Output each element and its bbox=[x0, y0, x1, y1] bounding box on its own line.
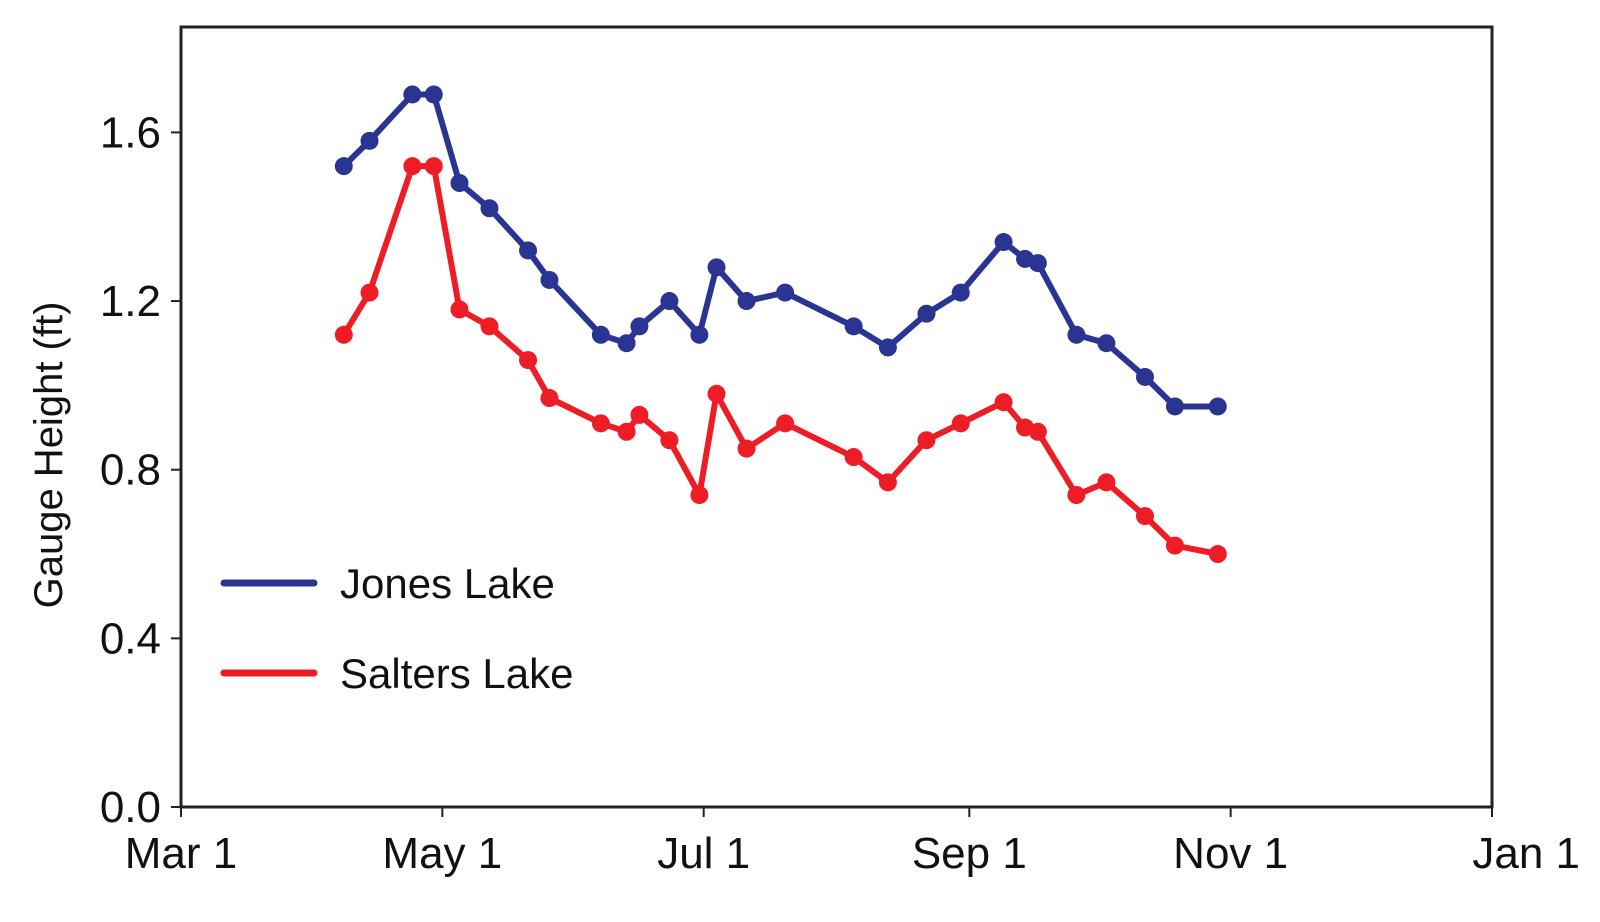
data-point bbox=[519, 241, 538, 260]
data-point bbox=[737, 439, 756, 458]
data-point bbox=[630, 405, 649, 424]
series-layer bbox=[334, 85, 1227, 564]
data-point bbox=[334, 325, 353, 344]
y-axis-title: Gauge Height (ft) bbox=[27, 302, 71, 609]
data-point bbox=[707, 258, 726, 277]
data-point bbox=[1208, 397, 1227, 416]
data-point bbox=[1165, 536, 1184, 555]
data-point bbox=[1028, 422, 1047, 441]
data-point bbox=[480, 199, 499, 218]
x-tick-label: Jan 1 bbox=[1472, 829, 1580, 878]
x-tick-label: Sep 1 bbox=[912, 829, 1027, 878]
data-point bbox=[519, 351, 538, 370]
data-point bbox=[878, 473, 897, 492]
x-tick-label: Mar 1 bbox=[125, 829, 237, 878]
data-point bbox=[878, 338, 897, 357]
y-tick-label: 1.2 bbox=[100, 277, 161, 326]
y-tick-label: 0.4 bbox=[100, 614, 161, 663]
data-point bbox=[403, 157, 422, 176]
data-point bbox=[1208, 545, 1227, 564]
data-point bbox=[737, 292, 756, 311]
data-point bbox=[844, 317, 863, 336]
data-point bbox=[776, 283, 795, 302]
data-point bbox=[1135, 507, 1154, 526]
plot-frame bbox=[179, 25, 1494, 809]
series-line bbox=[340, 163, 1221, 557]
data-point bbox=[617, 334, 636, 353]
data-point bbox=[951, 283, 970, 302]
data-point bbox=[617, 422, 636, 441]
data-point bbox=[707, 384, 726, 403]
data-point bbox=[591, 414, 610, 433]
data-point bbox=[776, 414, 795, 433]
data-point bbox=[424, 85, 443, 104]
data-point bbox=[591, 325, 610, 344]
data-point bbox=[1097, 473, 1116, 492]
data-point bbox=[660, 431, 679, 450]
data-point bbox=[917, 431, 936, 450]
data-point bbox=[1165, 397, 1184, 416]
data-point bbox=[844, 448, 863, 467]
x-tick-label: Jul 1 bbox=[657, 829, 750, 878]
legend-label: Jones Lake bbox=[340, 560, 555, 607]
data-point bbox=[1097, 334, 1116, 353]
y-tick-label: 1.6 bbox=[100, 108, 161, 157]
y-axis-ticks: 0.0 0.4 0.8 1.2 1.6 bbox=[100, 108, 181, 832]
x-axis-ticks: Mar 1 May 1 Jul 1 Sep 1 Nov 1 Jan 1 bbox=[125, 807, 1580, 878]
data-point bbox=[660, 292, 679, 311]
x-tick-label: Nov 1 bbox=[1173, 829, 1288, 878]
x-tick-label: May 1 bbox=[382, 829, 502, 878]
data-point bbox=[360, 131, 379, 150]
series-line bbox=[340, 91, 1221, 410]
y-tick-label: 0.8 bbox=[100, 446, 161, 495]
data-point bbox=[540, 270, 559, 289]
data-point bbox=[403, 85, 422, 104]
legend-label: Salters Lake bbox=[340, 650, 573, 697]
data-point bbox=[630, 317, 649, 336]
data-point bbox=[994, 393, 1013, 412]
data-point bbox=[450, 174, 469, 192]
data-point bbox=[540, 389, 559, 408]
data-point bbox=[424, 157, 443, 176]
series-jones-lake bbox=[334, 85, 1227, 416]
data-point bbox=[360, 283, 379, 302]
data-point bbox=[480, 317, 499, 336]
data-point bbox=[334, 157, 353, 176]
data-point bbox=[1135, 367, 1154, 386]
data-point bbox=[951, 414, 970, 433]
data-point bbox=[450, 300, 469, 319]
y-tick-label: 0.0 bbox=[100, 783, 161, 832]
legend: Jones Lake Salters Lake bbox=[220, 560, 573, 697]
data-point bbox=[1067, 486, 1086, 504]
data-point bbox=[917, 304, 936, 323]
data-point bbox=[1028, 254, 1047, 273]
data-point bbox=[690, 325, 709, 344]
data-point bbox=[1067, 325, 1086, 344]
data-point bbox=[690, 486, 709, 504]
series-salters-lake bbox=[334, 157, 1227, 564]
data-point bbox=[994, 233, 1013, 252]
